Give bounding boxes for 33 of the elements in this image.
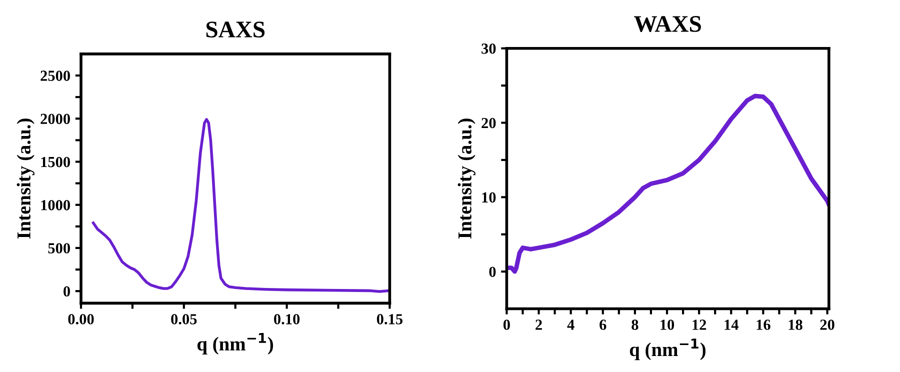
x-tick-label: 0.15 (376, 314, 403, 324)
chart-title: WAXS (634, 16, 701, 32)
x-tick-label: 14 (724, 320, 738, 330)
y-tick-label: 1000 (41, 200, 70, 210)
x-tick-label: 4 (567, 320, 574, 330)
line-series (508, 94, 829, 274)
chart-title: SAXS (206, 22, 265, 38)
x-tick-label: 20 (820, 320, 834, 330)
y-tick-label: 1500 (41, 156, 70, 168)
y-axis-title: Intensity (a.u.) (458, 118, 476, 239)
y-tick-label: 30 (482, 44, 496, 54)
y-tick-label: 10 (482, 192, 496, 203)
y-tick-label: 2000 (40, 114, 70, 124)
y-tick-label: 0 (489, 266, 496, 278)
y-tick-label: 0 (64, 286, 70, 297)
x-tick-label: 16 (756, 320, 770, 330)
x-axis-title: q (nm$^{−1}$) (197, 333, 274, 355)
x-tick-label: 0.00 (68, 314, 94, 324)
y-tick-label: 2500 (40, 70, 70, 81)
x-tick-label: 6 (600, 320, 606, 330)
y-axis-title: Intensity (a.u.) (16, 118, 34, 239)
x-tick-label: 12 (692, 320, 706, 330)
x-tick-label: 18 (788, 320, 802, 330)
y-tick-label: 500 (48, 243, 70, 254)
y-tick-label: 20 (482, 118, 496, 128)
x-tick-label: 2 (536, 320, 542, 330)
x-axis-title: q (nm$^{−1}$) (630, 338, 706, 360)
x-tick-label: 10 (660, 320, 674, 330)
x-tick-label: 8 (632, 320, 638, 330)
x-tick-label: 0.10 (274, 314, 300, 324)
x-tick-label: 0 (503, 320, 510, 330)
line-series (92, 118, 390, 293)
x-tick-label: 0.05 (171, 314, 197, 324)
